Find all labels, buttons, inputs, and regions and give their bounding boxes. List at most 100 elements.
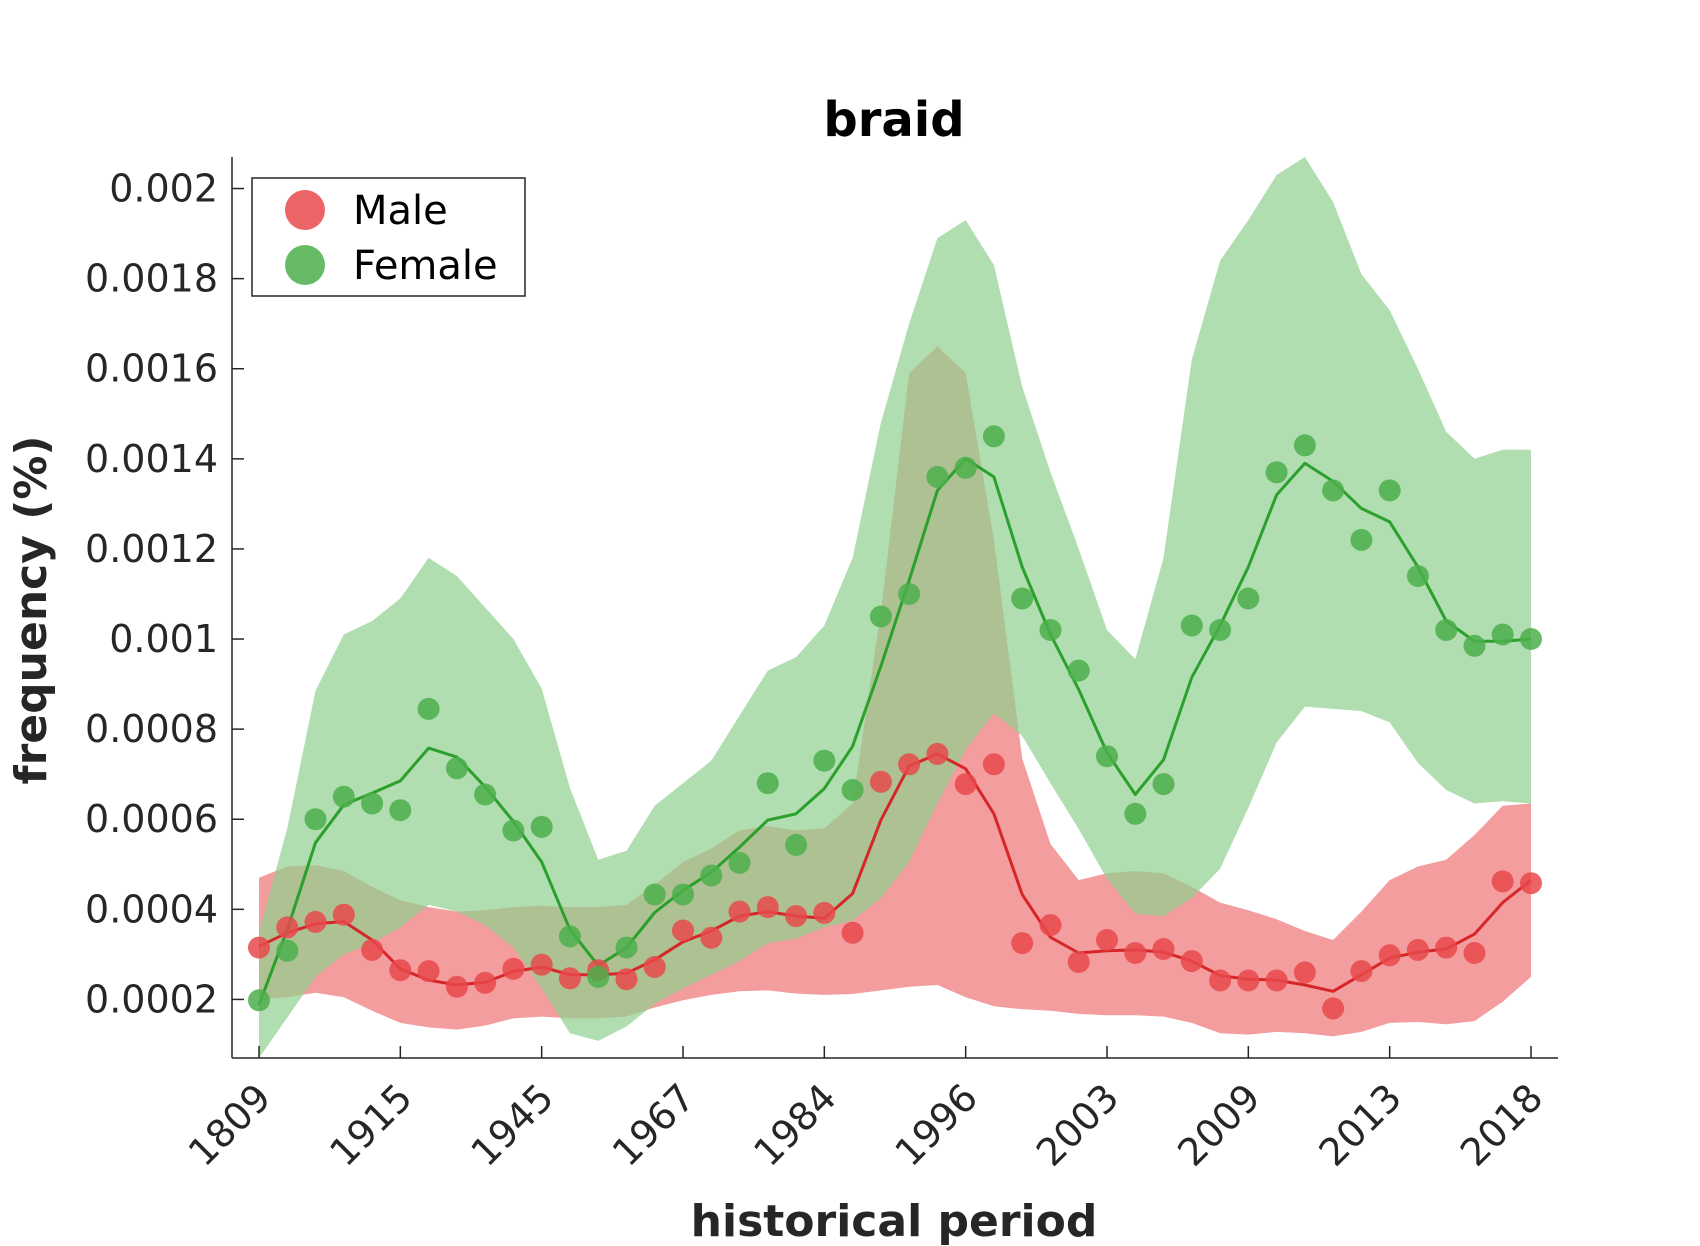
y-tick-label: 0.0004 xyxy=(85,887,218,931)
legend: Male Female xyxy=(251,177,526,297)
legend-marker-male xyxy=(285,190,325,230)
point-male xyxy=(1039,914,1062,937)
point-male xyxy=(1293,961,1316,984)
point-female xyxy=(756,772,779,795)
point-male xyxy=(1209,969,1232,992)
x-axis-title: historical period xyxy=(691,1196,1098,1246)
y-tick-label: 0.0002 xyxy=(85,977,218,1021)
point-male xyxy=(728,900,751,923)
x-tick-label: 1984 xyxy=(745,1075,845,1175)
point-female xyxy=(672,883,694,906)
point-female xyxy=(813,749,836,772)
point-male xyxy=(1378,944,1401,967)
point-female xyxy=(474,783,497,806)
point-female xyxy=(1152,773,1175,796)
x-tick-label: 1915 xyxy=(321,1075,421,1175)
point-female xyxy=(869,605,892,628)
point-male xyxy=(1406,938,1429,961)
axes-layer xyxy=(231,157,1558,1059)
point-male xyxy=(1350,960,1373,983)
point-female xyxy=(1180,614,1203,637)
point-female xyxy=(1378,479,1401,502)
point-female xyxy=(332,785,355,808)
point-male xyxy=(898,753,921,776)
point-female xyxy=(1011,587,1034,610)
point-male xyxy=(1237,969,1260,992)
x-tick-label: 1996 xyxy=(887,1075,987,1175)
x-tick-label: 2013 xyxy=(1311,1075,1411,1175)
point-female xyxy=(1265,461,1288,484)
point-female xyxy=(587,965,610,988)
point-female xyxy=(558,925,581,948)
x-tick-label: 2018 xyxy=(1452,1075,1552,1175)
x-tick-label: 2009 xyxy=(1169,1075,1269,1175)
point-female xyxy=(1406,565,1429,587)
point-female xyxy=(1067,659,1090,682)
point-male xyxy=(1124,942,1147,964)
point-male xyxy=(813,901,836,924)
bands-layer xyxy=(259,157,1531,1058)
legend-label-female: Female xyxy=(353,243,498,289)
point-male xyxy=(1011,932,1034,955)
x-tick-label: 1967 xyxy=(604,1075,704,1175)
point-male xyxy=(1322,997,1345,1020)
y-tick-label: 0.0008 xyxy=(85,707,218,751)
point-male xyxy=(700,926,723,949)
point-male xyxy=(954,773,977,796)
point-male xyxy=(502,957,525,980)
point-male xyxy=(445,975,468,998)
point-female xyxy=(1209,619,1232,641)
point-male xyxy=(672,919,694,942)
band-female xyxy=(259,157,1531,1058)
point-male xyxy=(304,910,327,933)
legend-marker-female xyxy=(285,245,325,285)
point-male xyxy=(389,959,412,982)
point-male xyxy=(1463,942,1486,964)
point-female xyxy=(643,883,666,906)
point-male xyxy=(1435,936,1458,959)
point-female xyxy=(361,792,384,815)
x-tick-label: 1809 xyxy=(180,1075,280,1175)
point-male xyxy=(869,770,892,793)
point-male xyxy=(1067,951,1090,973)
lines-layer xyxy=(257,457,1532,1006)
point-male xyxy=(1096,929,1118,951)
point-male xyxy=(474,971,497,994)
point-female xyxy=(417,697,440,720)
point-male xyxy=(1491,870,1514,893)
point-female xyxy=(615,936,638,959)
y-tick-label: 0.0006 xyxy=(85,797,218,841)
point-female xyxy=(1435,619,1458,641)
point-female xyxy=(1124,802,1147,825)
point-female xyxy=(1520,628,1542,650)
point-male xyxy=(1265,969,1288,992)
point-male xyxy=(982,753,1005,776)
y-axis-title: frequency (%) xyxy=(6,435,57,784)
point-female xyxy=(248,989,270,1012)
line-male xyxy=(258,752,1532,993)
x-tick-label: 1945 xyxy=(463,1075,563,1175)
point-female xyxy=(841,779,864,801)
point-female xyxy=(1463,634,1486,657)
point-female xyxy=(1293,434,1316,457)
point-male xyxy=(248,936,270,959)
point-male xyxy=(276,916,299,939)
point-female xyxy=(1491,623,1514,646)
point-female xyxy=(700,864,723,887)
point-female xyxy=(982,425,1005,448)
y-tick-label: 0.0014 xyxy=(85,437,218,481)
point-female xyxy=(445,757,468,780)
point-female xyxy=(304,808,327,831)
y-tick-label: 0.002 xyxy=(109,167,218,211)
legend-label-male: Male xyxy=(353,188,448,234)
point-male xyxy=(926,742,949,765)
point-female xyxy=(276,939,299,962)
point-female xyxy=(926,465,949,488)
point-male xyxy=(530,953,553,976)
point-female xyxy=(898,583,921,605)
point-male xyxy=(1152,938,1175,960)
point-male xyxy=(785,905,808,928)
point-female xyxy=(1237,587,1260,610)
chart-title: braid xyxy=(823,92,964,148)
